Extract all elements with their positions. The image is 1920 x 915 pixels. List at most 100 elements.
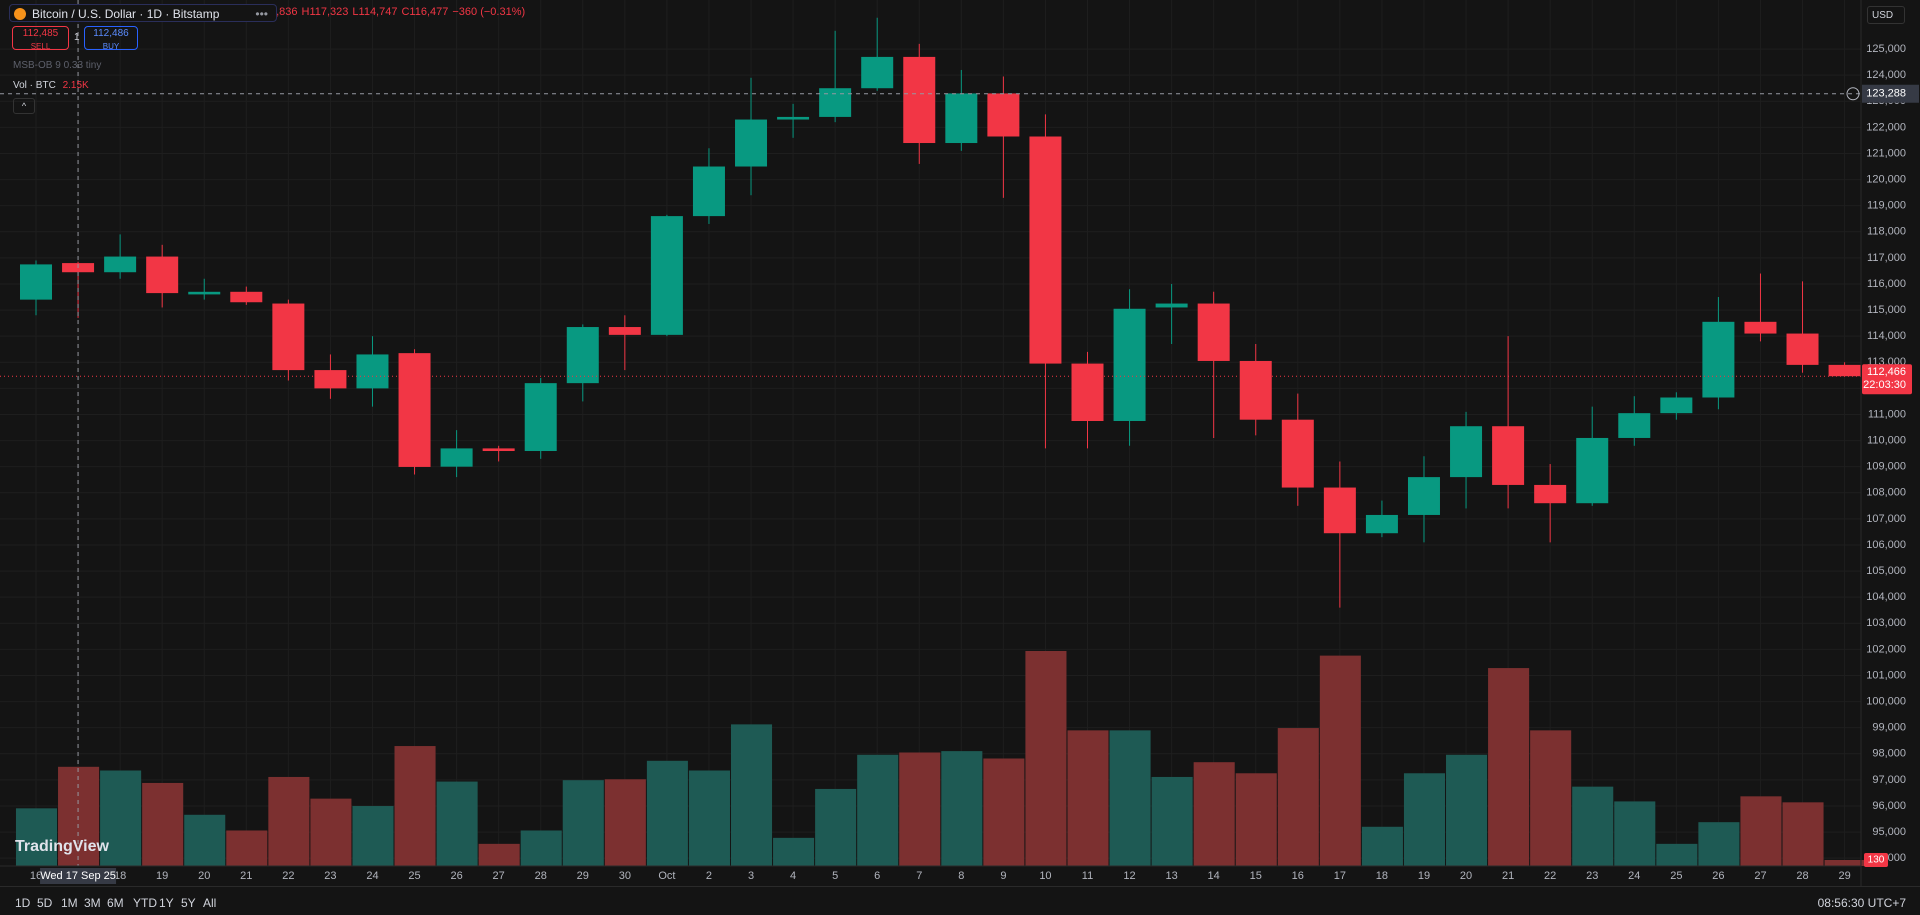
x-tick-label: 21	[240, 870, 252, 882]
y-tick-label: 117,000	[1867, 252, 1906, 264]
bottom-toolbar: 1D 5D 1M 3M 6M YTD 1Y 5Y All 08:56:30 UTC+7	[0, 886, 1920, 915]
x-tick-label: 5	[832, 870, 838, 882]
spread: 1	[74, 32, 80, 43]
x-tick-label: 19	[1418, 870, 1430, 882]
symbol-title[interactable]: Bitcoin / U.S. Dollar · 1D · Bitstamp •••	[9, 4, 277, 22]
candle-body	[1450, 426, 1483, 478]
y-tick-label: 97,000	[1872, 774, 1906, 786]
x-tick-label: 21	[1502, 870, 1514, 882]
currency-button[interactable]: USD	[1867, 6, 1905, 24]
candle-body	[1281, 419, 1314, 488]
y-tick-label: 124,000	[1866, 69, 1906, 81]
y-tick-label: 121,000	[1866, 147, 1906, 159]
volume-bar	[520, 830, 562, 866]
x-tick-label: 16	[30, 870, 42, 882]
volume-bar	[1488, 668, 1530, 866]
timeframe-button[interactable]: 5D	[37, 896, 53, 910]
candle-body	[650, 216, 683, 335]
volume-bar	[352, 806, 394, 866]
candle-body	[777, 116, 810, 120]
candle-body	[1702, 321, 1735, 398]
candle-body	[1239, 360, 1272, 420]
y-tick-label: 98,000	[1872, 748, 1906, 760]
last-price-box	[1862, 364, 1912, 395]
x-tick-label: 28	[535, 870, 547, 882]
x-tick-label: 24	[1628, 870, 1640, 882]
clock[interactable]: 08:56:30 UTC+7	[1817, 896, 1906, 910]
volume-bar	[1530, 730, 1572, 866]
x-tick-label: 17	[1334, 870, 1346, 882]
candle-body	[1744, 321, 1777, 334]
timeframe-button[interactable]: 5Y	[181, 896, 196, 910]
ohlc-close: C116,477	[401, 6, 449, 18]
y-tick-label: 100,000	[1866, 695, 1906, 707]
volume-bar	[688, 770, 730, 866]
volume-bar	[100, 770, 142, 866]
sell-button[interactable]: 112,485 SELL	[12, 26, 69, 51]
x-tick-label: 12	[1123, 870, 1135, 882]
collapse-button[interactable]: ^	[13, 98, 35, 114]
x-tick-label: 14	[1208, 870, 1220, 882]
x-tick-label: 29	[577, 870, 589, 882]
x-tick-label: 24	[366, 870, 378, 882]
ohlc-high: H117,323	[301, 6, 349, 18]
x-tick-label: 19	[156, 870, 168, 882]
y-tick-label: 116,000	[1867, 278, 1906, 290]
candle-body	[146, 256, 179, 294]
more-icon[interactable]: •••	[255, 7, 268, 21]
volume-bar	[1698, 822, 1740, 866]
x-tick-label: 23	[1586, 870, 1598, 882]
x-tick-label: 28	[1796, 870, 1808, 882]
y-tick-label: 105,000	[1866, 565, 1906, 577]
volume-bar	[436, 781, 478, 866]
sell-price: 112,485	[22, 28, 59, 39]
buy-button[interactable]: 112,486 BUY	[84, 26, 138, 51]
timeframe-button[interactable]: 1D	[15, 896, 31, 910]
y-tick-label: 119,000	[1867, 200, 1906, 212]
y-tick-label: 95,000	[1872, 826, 1906, 838]
timeframe-button[interactable]: All	[203, 896, 217, 910]
volume-bar	[1067, 730, 1109, 866]
crosshair-date-label: Wed 17 Sep 25	[40, 870, 116, 882]
timeframe-button[interactable]: 1M	[61, 896, 78, 910]
timeframe-button[interactable]: 6M	[107, 896, 124, 910]
x-tick-label: 13	[1165, 870, 1177, 882]
timeframe-button[interactable]: 1Y	[159, 896, 174, 910]
volume-bar	[1277, 728, 1319, 866]
candle-body	[692, 166, 725, 217]
x-tick-label: 27	[493, 870, 505, 882]
ohlc-change: −360 (−0.31%)	[452, 6, 526, 18]
y-tick-label: 109,000	[1866, 461, 1906, 473]
x-tick-label: 27	[1754, 870, 1766, 882]
x-tick-label: 6	[874, 870, 880, 882]
title-text: Bitcoin / U.S. Dollar · 1D · Bitstamp	[32, 7, 220, 21]
x-tick-label: 7	[916, 870, 922, 882]
candle-body	[1197, 303, 1230, 361]
x-tick-label: 26	[1712, 870, 1724, 882]
volume-bar	[310, 798, 352, 866]
candle-body	[1534, 484, 1567, 504]
volume-bar	[15, 808, 58, 866]
candle-body	[20, 264, 52, 300]
y-tick-label: 110,000	[1867, 434, 1906, 446]
x-tick-label: 22	[282, 870, 294, 882]
candle-body	[1786, 333, 1819, 365]
volume-bar	[1403, 773, 1446, 866]
candle-body	[566, 327, 599, 384]
x-tick-label: 11	[1082, 870, 1093, 882]
x-tick-label: 4	[790, 870, 796, 882]
volume-bar	[815, 788, 857, 866]
candle-body	[1029, 136, 1062, 364]
volume-value: 2.15K	[62, 80, 89, 91]
add-alert-icon	[1846, 87, 1860, 101]
volume-bar	[730, 724, 773, 866]
x-tick-label: 18	[1376, 870, 1388, 882]
volume-bar	[1319, 655, 1361, 866]
x-tick-label: 22	[1544, 870, 1556, 882]
x-tick-label: 25	[1670, 870, 1682, 882]
y-tick-label: 101,000	[1866, 669, 1906, 681]
timeframe-button[interactable]: YTD	[133, 896, 157, 910]
buy-price: 112,486	[93, 28, 129, 39]
x-tick-label: 15	[1250, 870, 1262, 882]
timeframe-button[interactable]: 3M	[84, 896, 101, 910]
